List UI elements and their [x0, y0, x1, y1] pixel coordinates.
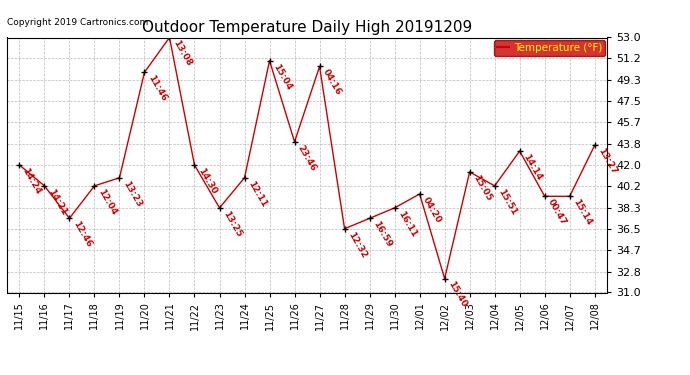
Text: 15:40: 15:40	[446, 280, 468, 309]
Text: 11:46: 11:46	[146, 74, 168, 103]
Text: 15:05: 15:05	[471, 173, 493, 202]
Text: 23:46: 23:46	[296, 143, 318, 172]
Text: 13:23: 13:23	[121, 179, 143, 209]
Text: 14:30: 14:30	[196, 166, 218, 196]
Text: 15:04: 15:04	[271, 62, 293, 92]
Text: 15:14: 15:14	[571, 198, 593, 227]
Text: 15:51: 15:51	[496, 187, 518, 216]
Text: 14:14: 14:14	[521, 153, 543, 182]
Text: 13:27: 13:27	[596, 147, 618, 176]
Text: 13:25: 13:25	[221, 209, 243, 238]
Text: 12:04: 12:04	[96, 187, 118, 216]
Text: 14:21: 14:21	[46, 187, 68, 217]
Text: 12:11: 12:11	[246, 179, 268, 209]
Text: 12:32: 12:32	[346, 230, 368, 260]
Text: 16:59: 16:59	[371, 220, 393, 249]
Text: Copyright 2019 Cartronics.com: Copyright 2019 Cartronics.com	[7, 18, 148, 27]
Title: Outdoor Temperature Daily High 20191209: Outdoor Temperature Daily High 20191209	[142, 20, 472, 35]
Text: 16:11: 16:11	[396, 209, 418, 238]
Legend: Temperature (°F): Temperature (°F)	[494, 40, 605, 56]
Text: 04:20: 04:20	[421, 195, 443, 225]
Text: 13:08: 13:08	[171, 39, 193, 68]
Text: 00:47: 00:47	[546, 198, 568, 227]
Text: 04:16: 04:16	[321, 68, 343, 97]
Text: 14:24: 14:24	[21, 166, 43, 196]
Text: 12:46: 12:46	[71, 220, 93, 249]
